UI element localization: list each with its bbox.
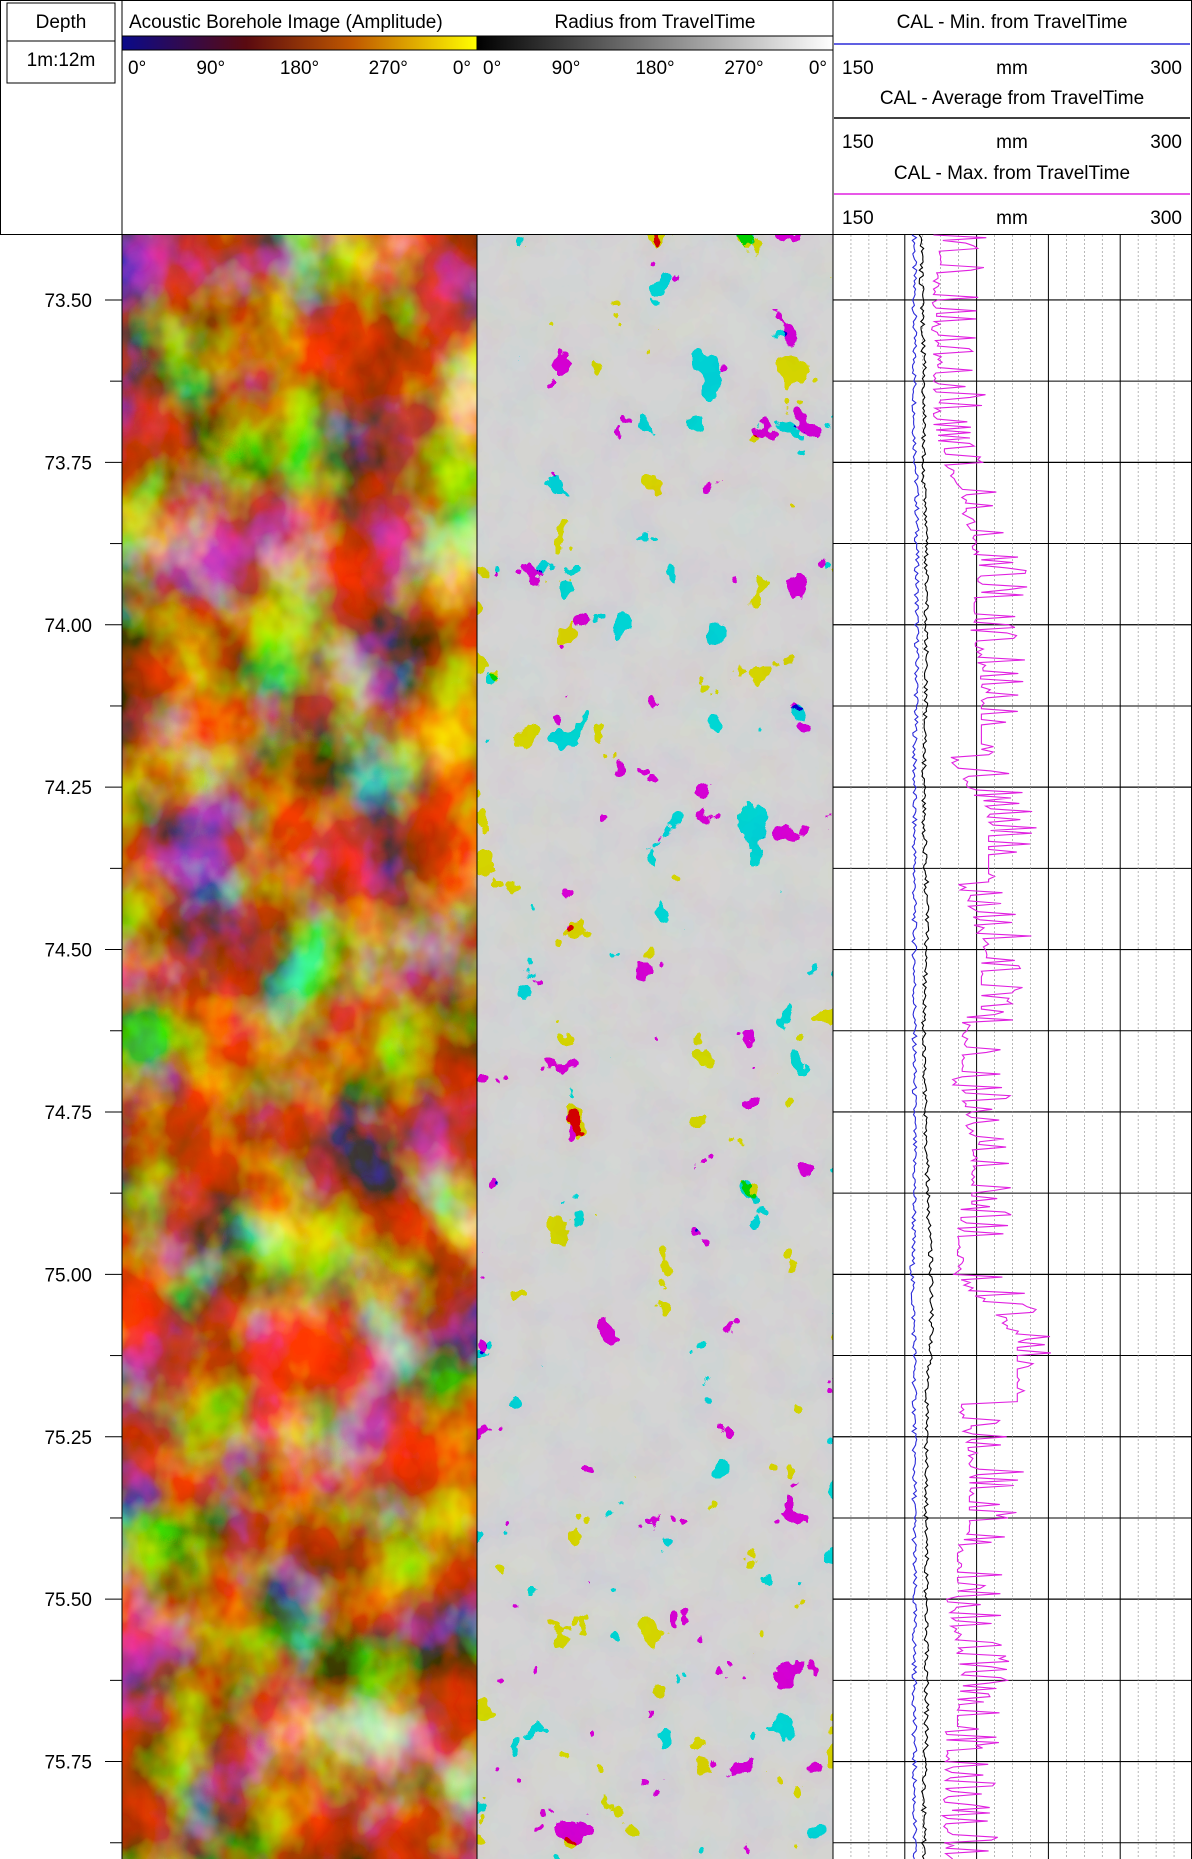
radius-azimuth-tick-label: 90° <box>552 58 581 79</box>
cal-max-curve <box>930 234 1051 1859</box>
amplitude-azimuth-tick-label: 270° <box>369 58 408 79</box>
depth-tick-label: 74.50 <box>44 941 92 962</box>
amplitude-azimuth-tick-label: 180° <box>280 58 319 79</box>
caliper-track <box>832 234 1192 1859</box>
cal-max-header: CAL - Max. from TravelTime 150 mm 300 <box>834 163 1190 229</box>
depth-header: Depth <box>36 12 87 33</box>
cal-min-title: CAL - Min. from TravelTime <box>897 12 1128 33</box>
amplitude-azimuth-tick-label: 0° <box>453 58 471 79</box>
depth-tick-label: 75.50 <box>44 1590 92 1611</box>
cal-avg-curve <box>918 234 935 1859</box>
azimuth-ticks: 0° 90° 180° 270° 0° 0° 90° 180° 270° 0° <box>128 58 827 79</box>
depth-tick-label: 74.75 <box>44 1103 92 1124</box>
cal-max-title: CAL - Max. from TravelTime <box>894 163 1130 184</box>
cal-min-curve <box>909 234 920 1859</box>
amplitude-azimuth-tick-label: 90° <box>196 58 225 79</box>
depth-axis: 73.50 73.75 74.00 74.25 74.50 74.75 75.00 75.25… <box>44 291 122 1844</box>
radius-track-title: Radius from TravelTime <box>555 12 756 33</box>
caliper-curves <box>909 234 1051 1859</box>
cal-min-unit: mm <box>996 58 1028 79</box>
cal-avg-scale-min: 150 <box>842 132 874 153</box>
radius-color-scale <box>476 35 834 51</box>
cal-min-header: CAL - Min. from TravelTime 150 mm 300 <box>834 12 1190 79</box>
cal-avg-header: CAL - Average from TravelTime 150 mm 300 <box>834 88 1190 153</box>
depth-tick-label: 74.25 <box>44 778 92 799</box>
radius-track <box>477 235 833 1859</box>
acoustic-amplitude-track <box>122 235 477 1859</box>
depth-tick-label: 73.75 <box>44 453 92 474</box>
cal-max-scale-max: 300 <box>1150 208 1182 229</box>
radius-azimuth-tick-label: 0° <box>809 58 827 79</box>
cal-avg-unit: mm <box>996 132 1028 153</box>
amplitude-azimuth-tick-label: 0° <box>128 58 146 79</box>
cal-avg-scale-max: 300 <box>1150 132 1182 153</box>
header: Depth 1m:12m Acoustic Borehole Image (Am… <box>0 0 1192 235</box>
depth-tick-label: 75.00 <box>44 1265 92 1286</box>
depth-tick-label: 73.50 <box>44 291 92 312</box>
depth-tick-label: 74.00 <box>44 616 92 637</box>
cal-min-scale-min: 150 <box>842 58 874 79</box>
radius-azimuth-tick-label: 0° <box>483 58 501 79</box>
cal-min-scale-max: 300 <box>1150 58 1182 79</box>
acoustic-track-title: Acoustic Borehole Image (Amplitude) <box>129 12 443 33</box>
amplitude-color-scale <box>121 35 478 51</box>
radius-azimuth-tick-label: 180° <box>635 58 674 79</box>
radius-azimuth-tick-label: 270° <box>724 58 763 79</box>
depth-tick-label: 75.75 <box>44 1753 92 1774</box>
cal-max-unit: mm <box>996 208 1028 229</box>
cal-avg-title: CAL - Average from TravelTime <box>880 88 1144 109</box>
scale-label: 1m:12m <box>27 50 96 71</box>
depth-tick-label: 75.25 <box>44 1428 92 1449</box>
cal-max-scale-min: 150 <box>842 208 874 229</box>
